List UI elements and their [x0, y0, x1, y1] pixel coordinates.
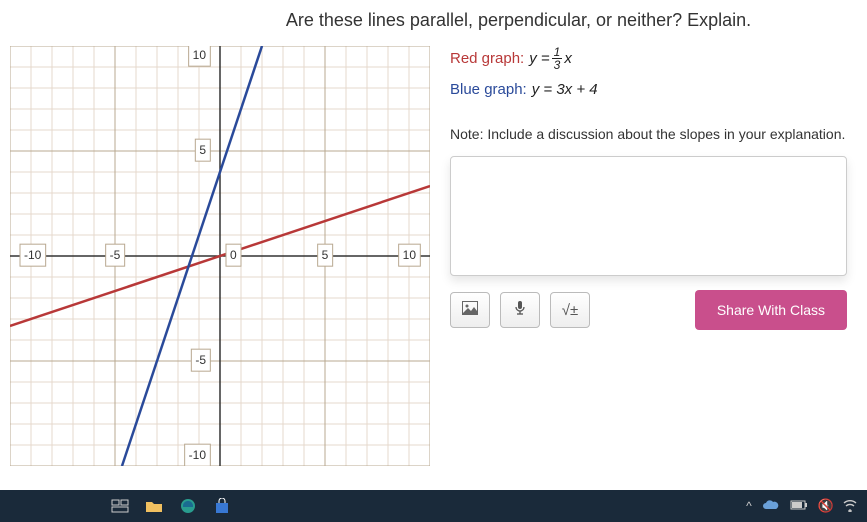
svg-text:-10: -10	[189, 448, 207, 462]
red-eq-suffix: x	[564, 50, 572, 67]
image-icon	[462, 301, 478, 319]
svg-text:0: 0	[230, 248, 237, 262]
tray-chevron-icon[interactable]: ^	[746, 499, 752, 513]
svg-text:-10: -10	[24, 248, 42, 262]
task-view-icon[interactable]	[110, 496, 130, 516]
explorer-icon[interactable]	[144, 496, 164, 516]
tray-battery-icon[interactable]	[790, 499, 808, 513]
math-symbols-icon: √±	[562, 302, 578, 319]
share-with-class-button[interactable]: Share With Class	[695, 290, 847, 330]
right-column: Red graph: y = 1 3 x Blue graph: y = 3x …	[450, 46, 847, 466]
blue-eq: y = 3x + 4	[532, 81, 598, 98]
svg-text:10: 10	[193, 48, 207, 62]
red-equation: Red graph: y = 1 3 x	[450, 46, 847, 71]
insert-image-button[interactable]	[450, 292, 490, 328]
tray-onedrive-icon[interactable]	[762, 499, 780, 514]
svg-text:-5: -5	[195, 353, 206, 367]
answer-toolbar: √± Share With Class	[450, 290, 847, 330]
red-frac-den: 3	[552, 59, 563, 71]
red-fraction: 1 3	[552, 46, 563, 71]
main-row: -10 -5 0 5 10 10 5 -5 -10 Red graph: y = 1 3 x B…	[10, 46, 847, 466]
store-icon[interactable]	[212, 496, 232, 516]
tray-volume-icon[interactable]: 🔇	[818, 498, 833, 514]
taskbar-apps	[110, 496, 232, 516]
microphone-icon	[514, 300, 526, 320]
blue-label: Blue graph:	[450, 81, 527, 98]
question-panel: Are these lines parallel, perpendicular,…	[0, 0, 867, 490]
windows-taskbar[interactable]: ^ 🔇	[0, 490, 867, 522]
instruction-note: Note: Include a discussion about the slo…	[450, 126, 847, 142]
system-tray[interactable]: ^ 🔇	[746, 498, 857, 515]
microphone-button[interactable]	[500, 292, 540, 328]
svg-text:5: 5	[322, 248, 329, 262]
red-eq-prefix: y =	[529, 50, 549, 67]
answer-textarea[interactable]	[450, 156, 847, 276]
edge-icon[interactable]	[178, 496, 198, 516]
red-label: Red graph:	[450, 50, 524, 67]
question-title: Are these lines parallel, perpendicular,…	[10, 10, 847, 31]
svg-text:-5: -5	[110, 248, 121, 262]
coordinate-graph: -10 -5 0 5 10 10 5 -5 -10	[10, 46, 430, 466]
blue-equation: Blue graph: y = 3x + 4	[450, 81, 847, 98]
math-input-button[interactable]: √±	[550, 292, 590, 328]
svg-text:10: 10	[403, 248, 417, 262]
svg-text:5: 5	[199, 143, 206, 157]
graph-svg: -10 -5 0 5 10 10 5 -5 -10	[10, 46, 430, 466]
tray-network-icon[interactable]	[843, 498, 857, 515]
